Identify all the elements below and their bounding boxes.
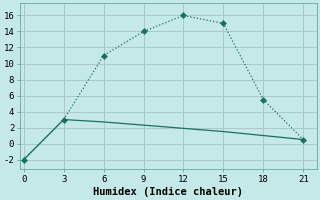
- X-axis label: Humidex (Indice chaleur): Humidex (Indice chaleur): [93, 186, 243, 197]
